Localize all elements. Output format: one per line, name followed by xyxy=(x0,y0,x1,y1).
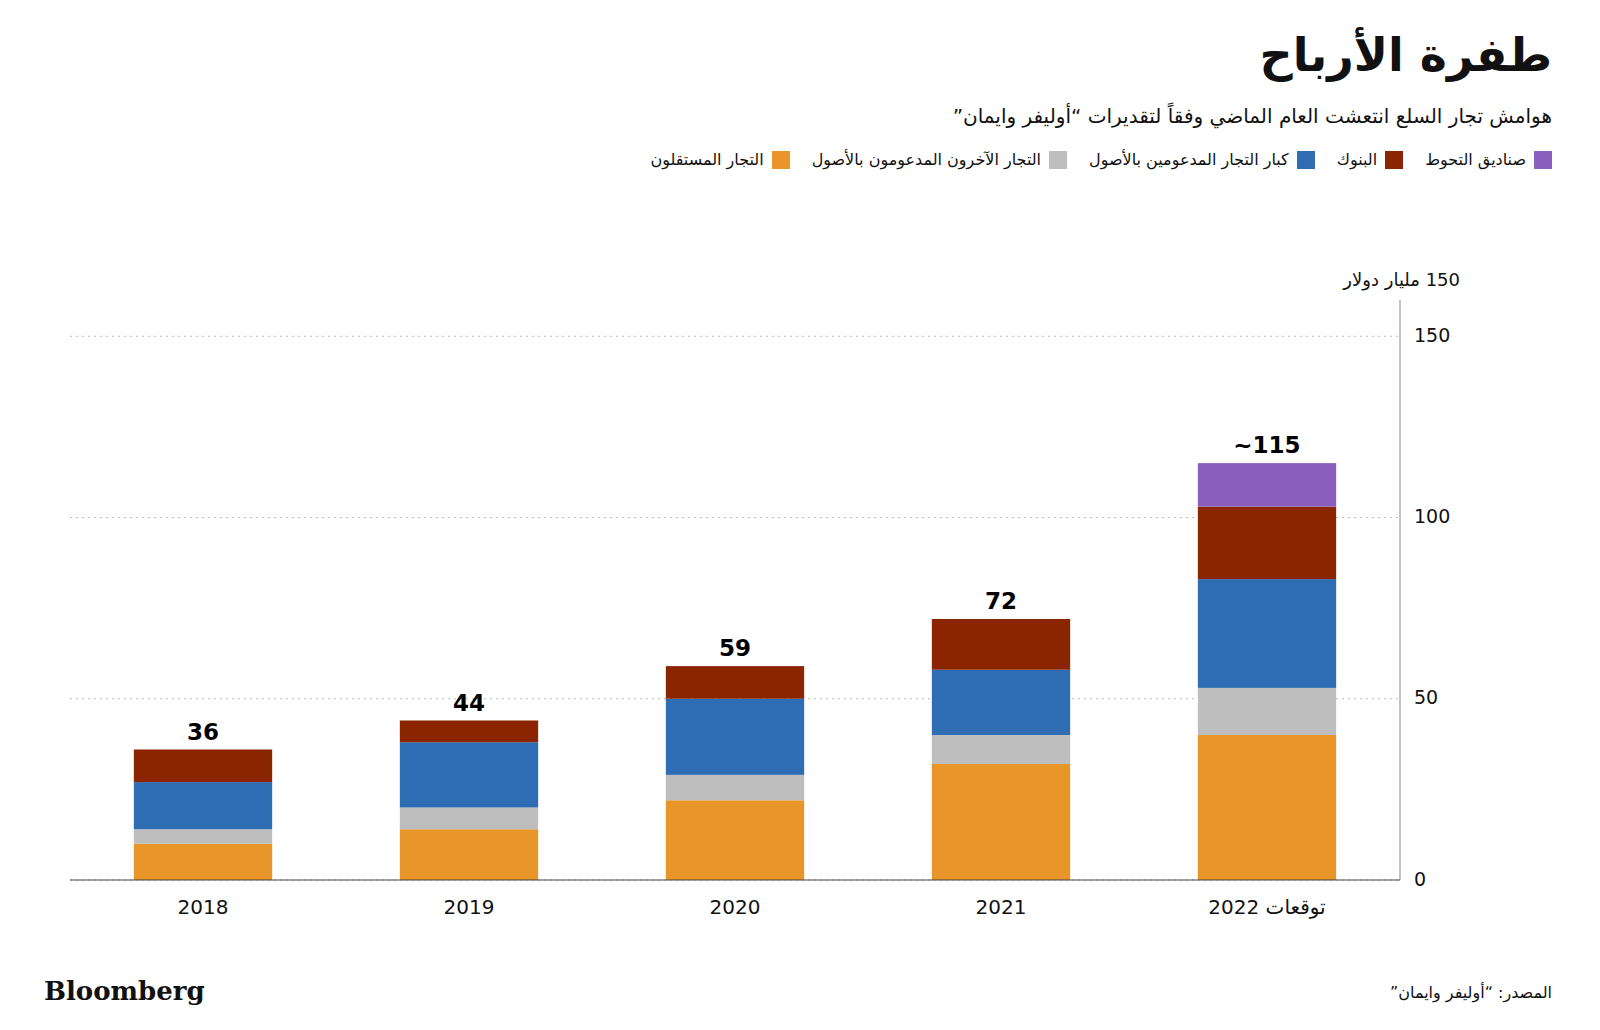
total-label: 59 xyxy=(719,635,751,661)
y-axis-line xyxy=(1400,300,1401,880)
bar-segment xyxy=(1198,579,1336,688)
title: طفرة الأرباح xyxy=(1260,28,1552,82)
bar-segment xyxy=(1198,735,1336,880)
legend-label: صناديق التحوط xyxy=(1425,150,1526,169)
bars xyxy=(134,463,1336,880)
x-tick-label: توقعات 2022 xyxy=(1208,895,1325,919)
bar-segment xyxy=(400,742,538,807)
grid-line xyxy=(70,336,1400,337)
y-tick-label: 150 xyxy=(1414,324,1450,346)
legend-label: التجار المستقلون xyxy=(650,150,763,169)
bar-segment xyxy=(932,764,1070,880)
y-tick-label: 0 xyxy=(1414,868,1426,890)
y-tick-label: 100 xyxy=(1414,505,1450,527)
legend-swatch xyxy=(1297,151,1315,169)
grid xyxy=(70,336,1400,880)
bar-segment xyxy=(134,782,272,829)
legend-swatch xyxy=(772,151,790,169)
x-axis-line xyxy=(70,880,1400,881)
bar-segment xyxy=(400,829,538,880)
bar-segment xyxy=(1198,463,1336,507)
bar-segment xyxy=(400,721,538,743)
bar-segment xyxy=(400,720,538,721)
legend-item: البنوك xyxy=(1337,150,1403,169)
bar-segment xyxy=(932,670,1070,735)
chart: 0 50 100 150 150 مليار دولار 36 44 59 72 ~115 2018… xyxy=(0,0,1600,1030)
total-label: 36 xyxy=(187,719,219,745)
credit: Bloomberg xyxy=(44,976,205,1006)
bar-segment xyxy=(400,808,538,830)
bar-segment xyxy=(666,666,804,699)
legend-item: التجار المستقلون xyxy=(650,150,789,169)
bar-segment xyxy=(134,750,272,783)
bar-segment xyxy=(666,775,804,800)
bar-segment xyxy=(666,800,804,880)
x-tick-label: 2019 xyxy=(444,895,495,919)
legend-label: التجار الآخرون المدعومون بالأصول xyxy=(812,150,1041,169)
x-tick-label: 2021 xyxy=(976,895,1027,919)
x-tick-label: 2018 xyxy=(178,895,229,919)
bar-segment xyxy=(932,619,1070,670)
bar-segment xyxy=(666,699,804,775)
source: المصدر: “أوليفر وايمان” xyxy=(1390,983,1552,1002)
total-label: 72 xyxy=(985,588,1017,614)
bar-segment xyxy=(134,844,272,880)
bar-segment xyxy=(932,735,1070,764)
legend-swatch xyxy=(1534,151,1552,169)
legend-swatch xyxy=(1385,151,1403,169)
bar-segment xyxy=(134,829,272,844)
grid-line xyxy=(70,879,1400,880)
total-label: 44 xyxy=(453,690,485,716)
x-tick-label: 2020 xyxy=(710,895,761,919)
legend-item: التجار الآخرون المدعومون بالأصول xyxy=(812,150,1067,169)
legend-swatch xyxy=(1049,151,1067,169)
bar-segment xyxy=(666,666,804,667)
y-axis-label: 150 مليار دولار xyxy=(1342,269,1460,291)
total-label: ~115 xyxy=(1233,432,1300,458)
legend-item: صناديق التحوط xyxy=(1425,150,1552,169)
bar-segment xyxy=(134,749,272,750)
bar-segment xyxy=(932,619,1070,620)
bar-segment xyxy=(1198,507,1336,580)
bar-segment xyxy=(1198,688,1336,735)
legend-label: البنوك xyxy=(1337,150,1377,169)
legend-item: كبار التجار المدعومين بالأصول xyxy=(1089,150,1315,169)
legend: صناديق التحوط البنوك كبار التجار المدعومين… xyxy=(650,150,1552,169)
subtitle: هوامش تجار السلع انتعشت العام الماضي وفق… xyxy=(953,104,1552,128)
y-tick-label: 50 xyxy=(1414,686,1438,708)
legend-label: كبار التجار المدعومين بالأصول xyxy=(1089,150,1289,169)
